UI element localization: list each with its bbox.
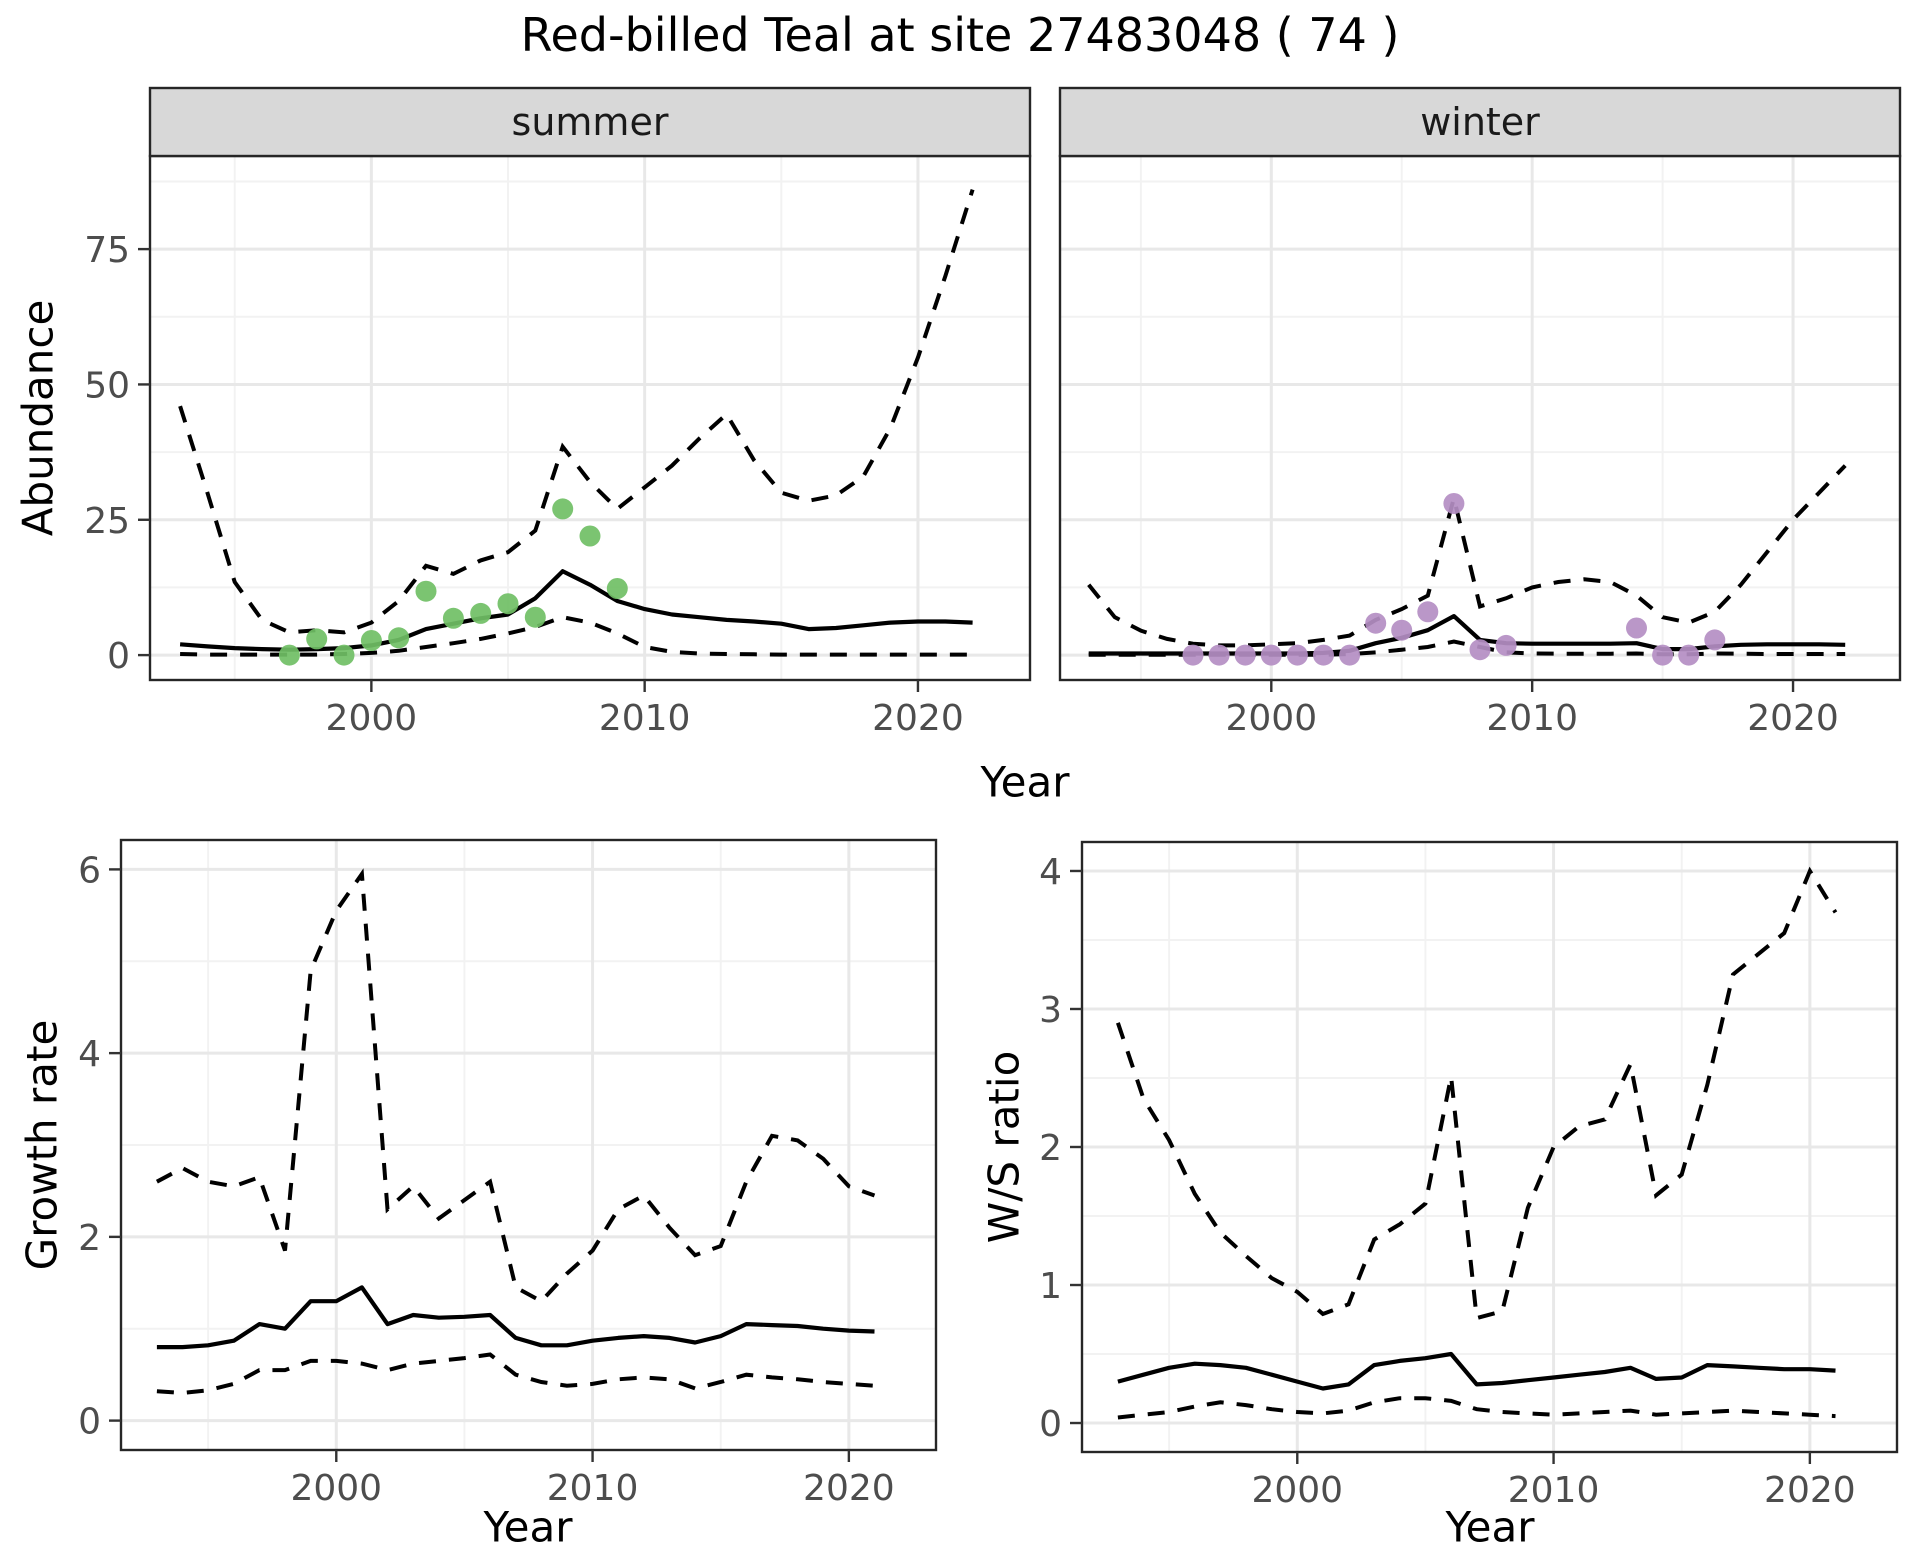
data-point [606, 578, 628, 599]
axis-ticks: 2000 2010 2020 0 1 2 3 4 [1039, 852, 1856, 1511]
data-point [333, 644, 355, 666]
data-point [360, 630, 382, 651]
x-tick-label: 2000 [290, 1468, 382, 1509]
data-point [442, 607, 464, 629]
y-axis-title-abundance: Abundance [13, 299, 63, 537]
x-tick-label: 2000 [326, 698, 418, 739]
data-point [1704, 629, 1726, 651]
x-tick-label: 2000 [1225, 698, 1317, 739]
panel-background [1060, 156, 1900, 680]
y-axis-title-ws-ratio: W/S ratio [979, 1050, 1029, 1244]
panel-abundance_by_season-summer: summer 2000 2010 2020 0 25 50 75 [84, 86, 1032, 739]
y-tick-label: 6 [78, 850, 101, 891]
mean-line [179, 569, 973, 652]
lower-ci-line [1117, 1396, 1836, 1420]
x-tick-label: 2010 [1486, 698, 1578, 739]
data-point [524, 606, 546, 628]
x-tick-label: 2010 [599, 698, 691, 739]
lower-ci-line [180, 615, 973, 657]
axis-ticks: 2000 2010 2020 0 25 50 75 [84, 230, 964, 739]
facet-strip [148, 86, 1032, 158]
data-point [1234, 644, 1256, 666]
data-point [1339, 644, 1361, 666]
upper-ci-line [1087, 464, 1847, 648]
axis-ticks: 2000 2010 2020 [1225, 680, 1839, 739]
x-axis-title-growth-rate: Year [483, 1502, 573, 1552]
data-point [1182, 644, 1204, 666]
data-point [1469, 639, 1491, 661]
upper-ci-line [155, 868, 876, 1304]
facet-strip-label: summer [512, 100, 669, 144]
y-tick-label: 50 [84, 365, 130, 406]
x-tick-label: 2000 [1251, 1470, 1343, 1511]
y-tick-label: 2 [78, 1218, 101, 1259]
data-point [1417, 601, 1439, 623]
data-point [1443, 493, 1465, 514]
y-tick-label: 4 [78, 1034, 101, 1075]
y-tick-label: 0 [107, 636, 130, 677]
mean-line [156, 1285, 875, 1350]
y-tick-label: 0 [78, 1402, 101, 1443]
data-point [579, 525, 601, 547]
gridlines [121, 840, 936, 1450]
panel-winter_summer_ratio: 2000 2010 2020 0 1 2 3 4 [1039, 840, 1899, 1511]
data-point [1286, 644, 1308, 666]
x-tick-label: 2010 [547, 1468, 639, 1509]
y-tick-label: 4 [1039, 852, 1062, 893]
y-tick-label: 2 [1039, 1128, 1062, 1169]
data-point [388, 627, 410, 649]
facet-strip-label: winter [1420, 100, 1540, 144]
x-tick-label: 2020 [1764, 1470, 1856, 1511]
data-point [1208, 644, 1230, 666]
upper-ci-line [1116, 866, 1838, 1321]
data-point [1391, 619, 1413, 641]
lower-ci-line [156, 1352, 875, 1396]
panel-border [119, 838, 938, 1452]
data-point [470, 602, 492, 624]
panel-abundance_by_season-winter: winter 2000 2010 2020 [1058, 86, 1902, 739]
y-tick-label: 1 [1039, 1266, 1062, 1307]
y-tick-label: 25 [84, 501, 130, 542]
x-axis-title-ws-ratio: Year [1445, 1502, 1535, 1552]
panel-background [150, 156, 1030, 680]
data-point [1313, 644, 1334, 666]
data-point [1652, 644, 1674, 666]
y-tick-label: 75 [84, 230, 130, 271]
gridlines [1082, 842, 1897, 1452]
data-point [497, 593, 519, 615]
facet-strip [1058, 86, 1902, 158]
data-point [552, 498, 574, 520]
data-point [1260, 644, 1282, 666]
data-point [306, 628, 328, 650]
panel-growth_rate: 2000 2010 2020 0 2 4 6 [78, 838, 938, 1509]
chart-title: Red-billed Teal at site 27483048 ( 74 ) [520, 8, 1400, 62]
y-tick-label: 3 [1039, 990, 1062, 1031]
axis-ticks: 2000 2010 2020 0 2 4 6 [78, 850, 895, 1509]
observed-points-winter [1182, 493, 1726, 666]
y-tick-label: 0 [1039, 1404, 1062, 1445]
x-tick-label: 2010 [1508, 1470, 1600, 1511]
data-point [278, 644, 300, 666]
mean-line [1117, 1351, 1836, 1391]
data-point [1626, 617, 1647, 639]
observed-points-summer [278, 498, 628, 666]
y-axis-title-growth-rate: Growth rate [17, 1019, 67, 1271]
x-tick-label: 2020 [803, 1468, 895, 1509]
data-point [1365, 612, 1387, 634]
x-tick-label: 2020 [1747, 698, 1839, 739]
data-point [1678, 644, 1700, 666]
data-point [415, 580, 437, 602]
data-point [1495, 634, 1517, 656]
x-axis-title-top: Year [980, 757, 1070, 807]
x-tick-label: 2020 [872, 698, 964, 739]
